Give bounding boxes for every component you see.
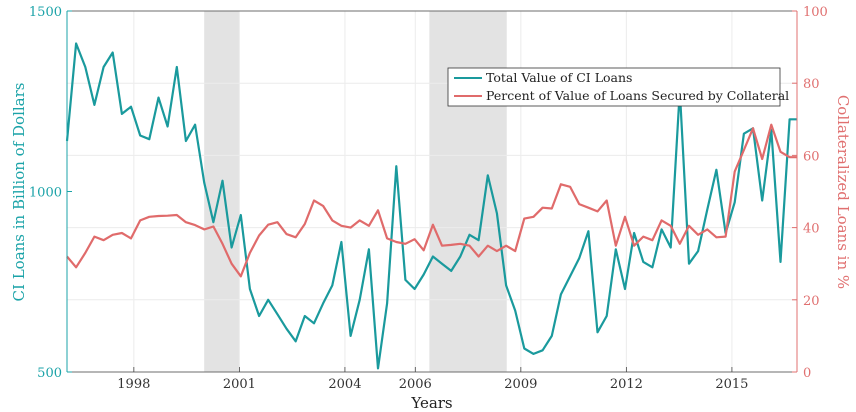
y-right-tick-label: 100 [803, 5, 828, 20]
legend-box [447, 67, 781, 107]
y-right-tick-label: 20 [803, 294, 820, 309]
y-right-tick-label: 80 [803, 77, 820, 92]
y-left-tick-label: 500 [37, 366, 62, 381]
legend-label-ci-loans: Total Value of CI Loans [486, 70, 632, 85]
series-ci-loans [65, 42, 797, 370]
tick-labels: 1998 2001 2004 2006 2009 2012 2015 500 1000 1500 0… [29, 5, 828, 392]
series-collateral [66, 123, 797, 278]
legend: Total Value of CI Loans Percent of Value… [447, 67, 789, 107]
y-right-tick-label: 40 [803, 222, 820, 237]
x-tick-label: 2015 [715, 377, 748, 392]
x-tick-label: 2012 [610, 377, 643, 392]
series-lines [65, 42, 797, 370]
x-axis-label: Years [410, 394, 452, 412]
x-tick-label: 1998 [117, 377, 150, 392]
recession-band-1 [429, 11, 507, 372]
y-axis-left-label: CI Loans in Billion of Dollars [10, 83, 28, 302]
x-tick-label: 2006 [399, 377, 432, 392]
x-tick-label: 2001 [223, 377, 256, 392]
y-right-tick-label: 60 [803, 149, 820, 164]
y-axis-right-label: Collateralized Loans in % [834, 95, 852, 289]
y-left-tick-label: 1000 [29, 186, 62, 201]
y-left-tick-label: 1500 [29, 5, 62, 20]
y-right-tick-label: 0 [803, 366, 811, 381]
legend-label-collateral: Percent of Value of Loans Secured by Col… [486, 88, 789, 103]
x-tick-label: 2004 [328, 377, 361, 392]
recession-band-0 [204, 11, 240, 372]
x-tick-label: 2009 [504, 377, 537, 392]
